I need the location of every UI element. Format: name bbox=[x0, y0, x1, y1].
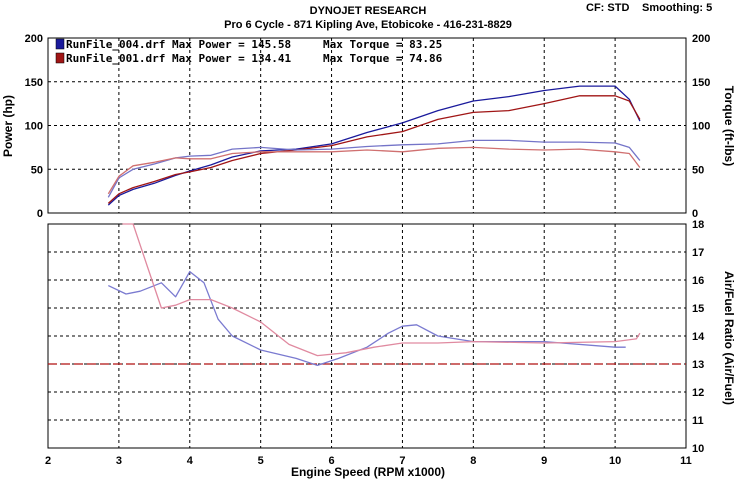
y-tick-label-air-fuel: 11 bbox=[692, 415, 704, 427]
y-tick-label-air-fuel: 12 bbox=[692, 387, 704, 399]
x-tick-label: 10 bbox=[609, 455, 621, 467]
tick-labels: 2 3 4 5 6 7 8 9 10 110501001502000501001502001011… bbox=[25, 33, 711, 467]
y-tick-label-power: 150 bbox=[25, 77, 43, 89]
legend-label-runfile-001-power: RunFile_001.drf Max Power = 134.41 bbox=[66, 52, 292, 65]
y-tick-label-air-fuel: 15 bbox=[692, 303, 704, 315]
smoothing-label: Smoothing: 5 bbox=[642, 2, 712, 14]
y-tick-label-power: 200 bbox=[25, 33, 43, 45]
series-line-runfile-001-torque bbox=[107, 146, 641, 195]
x-tick-label: 2 bbox=[45, 455, 51, 467]
y-tick-label-torque: 100 bbox=[692, 121, 710, 133]
data-lines bbox=[48, 85, 686, 367]
x-tick-label: 7 bbox=[399, 455, 405, 467]
legend-label-runfile-001-torque: Max Torque = 74.86 bbox=[323, 52, 443, 65]
y-tick-label-air-fuel: 16 bbox=[692, 275, 704, 287]
x-axis-label: Engine Speed (RPM x1000) bbox=[291, 465, 445, 479]
y-tick-label-power: 100 bbox=[25, 121, 43, 133]
series-line-runfile-004-torque bbox=[107, 139, 641, 198]
chart-subtitle: Pro 6 Cycle - 871 Kipling Ave, Etobicoke… bbox=[224, 19, 512, 31]
y-tick-label-air-fuel: 18 bbox=[692, 219, 704, 231]
y-tick-label-power: 0 bbox=[37, 208, 43, 220]
y-tick-label-air-fuel: 14 bbox=[692, 331, 705, 343]
series-line-runfile-001-air-fuel bbox=[122, 223, 641, 357]
y-tick-label-torque: 150 bbox=[692, 77, 710, 89]
series-line-runfile-004-air-fuel bbox=[108, 270, 626, 367]
y-tick-label-air-fuel: 10 bbox=[692, 443, 704, 455]
legend-label-runfile-004-torque: Max Torque = 83.25 bbox=[323, 38, 442, 51]
y-axis-label-power: Power (hp) bbox=[1, 95, 15, 157]
legend-swatch-runfile-001 bbox=[55, 52, 65, 64]
x-tick-label: 9 bbox=[541, 455, 547, 467]
legend: RunFile_004.drf Max Power = 145.58 Max T… bbox=[55, 38, 443, 65]
legend-label-runfile-004-power: RunFile_004.drf Max Power = 145.58 bbox=[66, 38, 291, 51]
series-line-runfile-001-power bbox=[107, 95, 641, 204]
grid-lines bbox=[48, 38, 686, 448]
legend-swatch-runfile-004 bbox=[55, 38, 65, 50]
y-axis-label-torque: Torque (ft-lbs) bbox=[722, 86, 736, 166]
cf-label: CF: STD bbox=[586, 2, 629, 14]
y-tick-label-torque: 200 bbox=[692, 33, 710, 45]
x-tick-label: 5 bbox=[258, 455, 264, 467]
y-tick-label-torque: 0 bbox=[692, 208, 698, 220]
x-tick-label: 6 bbox=[328, 455, 334, 467]
series-line-runfile-004-power bbox=[107, 85, 641, 206]
y-tick-label-air-fuel: 13 bbox=[692, 359, 704, 371]
x-tick-label: 3 bbox=[116, 455, 122, 467]
y-tick-label-power: 50 bbox=[31, 164, 43, 176]
chart-title: DYNOJET RESEARCH bbox=[310, 5, 427, 17]
x-tick-label: 8 bbox=[470, 455, 476, 467]
y-tick-label-torque: 50 bbox=[692, 164, 704, 176]
y-axis-label-air-fuel: Air/Fuel Ratio (Air/Fuel) bbox=[722, 271, 736, 405]
y-tick-label-air-fuel: 17 bbox=[692, 247, 704, 259]
x-tick-label: 4 bbox=[187, 455, 194, 467]
x-tick-label: 11 bbox=[680, 455, 692, 467]
